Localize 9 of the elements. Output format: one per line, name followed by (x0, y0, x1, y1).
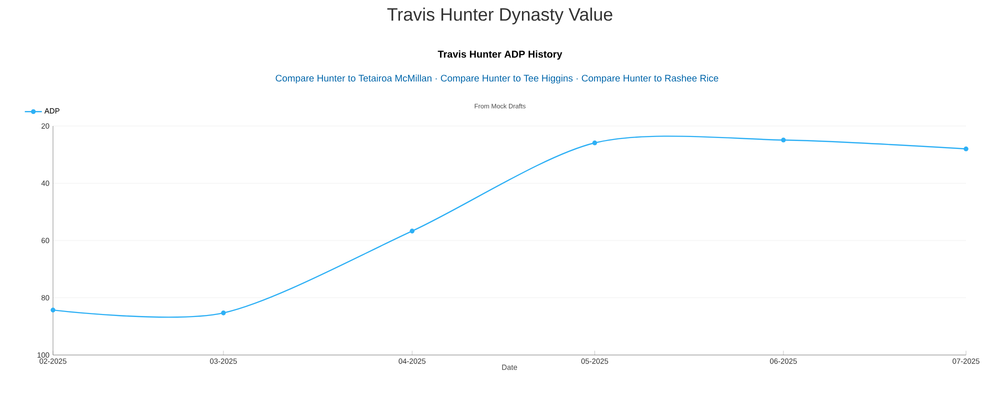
chart-title: Travis Hunter Dynasty Value (387, 8, 612, 24)
point (221, 310, 226, 316)
chart-subtitle: Travis Hunter ADP History (438, 50, 562, 60)
point (592, 140, 598, 146)
point (964, 146, 968, 152)
text: Compare Hunter to Tetairoa McMillan · Compare Hunter to Tee Higgins · Compare Hunter to Rashee Rice (276, 74, 718, 84)
point (781, 138, 786, 142)
point (50, 308, 56, 312)
point (410, 228, 415, 234)
